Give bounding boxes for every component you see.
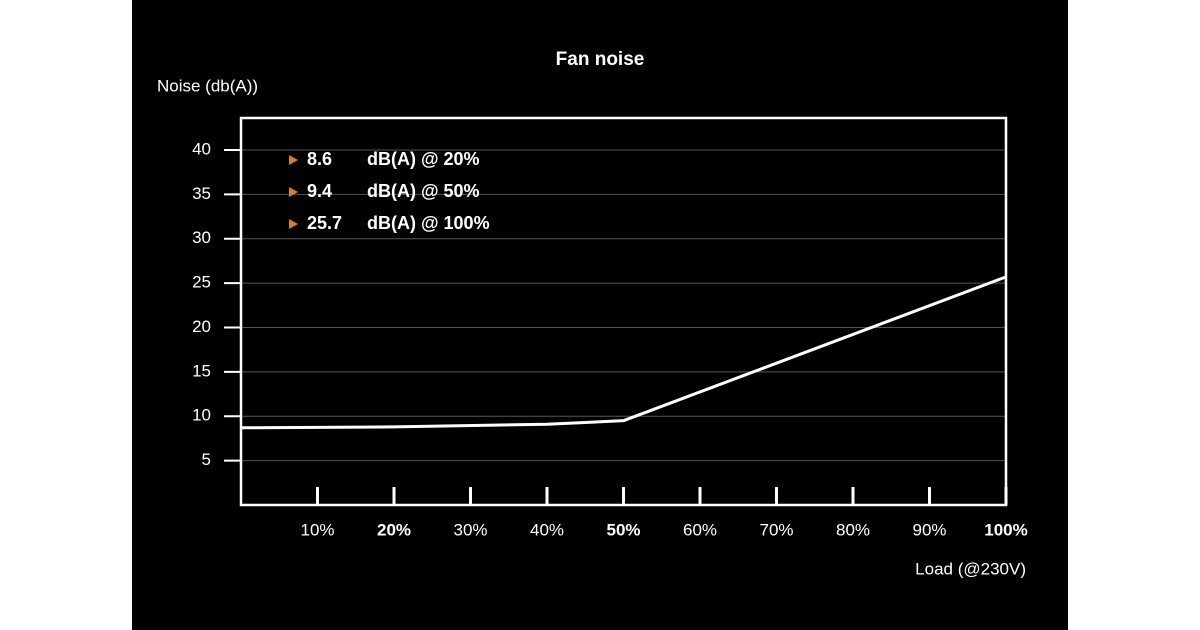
x-tick-label: 60% [683, 520, 717, 539]
annotation-marker [289, 187, 298, 197]
x-tick-label: 30% [453, 520, 487, 539]
annotation-marker [289, 219, 298, 229]
y-tick-label: 5 [202, 450, 211, 469]
chart-title: Fan noise [556, 49, 645, 70]
annotation-value: 25.7 [307, 213, 342, 233]
y-tick-label: 20 [192, 317, 211, 336]
x-axis-label: Load (@230V) [915, 559, 1026, 578]
x-tick-label: 10% [300, 520, 334, 539]
y-axis-label: Noise (db(A)) [157, 76, 258, 95]
x-tick-label: 70% [759, 520, 793, 539]
plot-frame [239, 116, 1008, 507]
y-tick-label: 40 [192, 139, 211, 158]
y-tick-label: 15 [192, 361, 211, 380]
annotation-text: dB(A) @ 20% [367, 149, 480, 169]
annotation-text: dB(A) @ 100% [367, 213, 490, 233]
annotation-text: dB(A) @ 50% [367, 181, 480, 201]
x-tick-label: 90% [912, 520, 946, 539]
y-tick-label: 25 [192, 273, 211, 292]
x-tick-label: 100% [984, 520, 1027, 539]
annotation-marker [289, 155, 298, 165]
x-tick-label: 80% [836, 520, 870, 539]
x-tick-label: 20% [377, 520, 411, 539]
line [240, 275, 1007, 430]
y-tick-label: 30 [192, 228, 211, 247]
x-tick-label: 40% [530, 520, 564, 539]
y-tick-label: 35 [192, 184, 211, 203]
x-tick-label: 50% [606, 520, 640, 539]
y-tick-label: 10 [192, 406, 211, 425]
annotation-value: 9.4 [307, 181, 332, 201]
annotation-value: 8.6 [307, 149, 332, 169]
chart-background [132, 0, 1068, 630]
